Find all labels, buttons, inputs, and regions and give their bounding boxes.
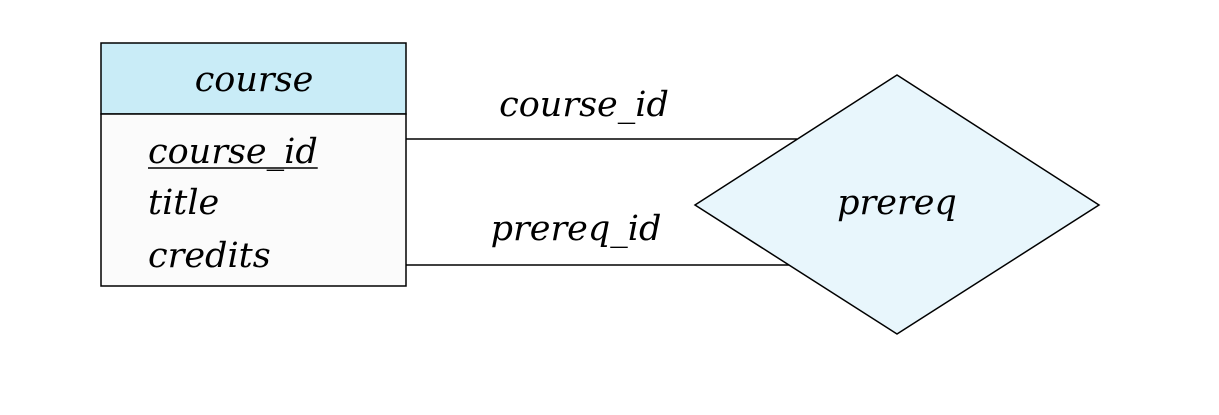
relationship-name: prereq <box>837 183 957 223</box>
entity-header-box <box>100 42 407 115</box>
entity-attributes-box <box>100 113 407 287</box>
relationship-prereq[interactable]: prereq <box>693 74 1101 335</box>
entity-course[interactable]: course course_id title credits <box>100 42 407 287</box>
attribute-credits: credits <box>148 236 271 276</box>
attribute-primary-key: course_id <box>148 132 318 172</box>
role-label-course-id: course_id <box>499 85 669 125</box>
entity-name: course <box>195 60 314 100</box>
role-label-prereq-id: prereq_id <box>491 209 662 249</box>
attribute-title: title <box>148 183 219 223</box>
relationship-diamond <box>693 74 1101 335</box>
